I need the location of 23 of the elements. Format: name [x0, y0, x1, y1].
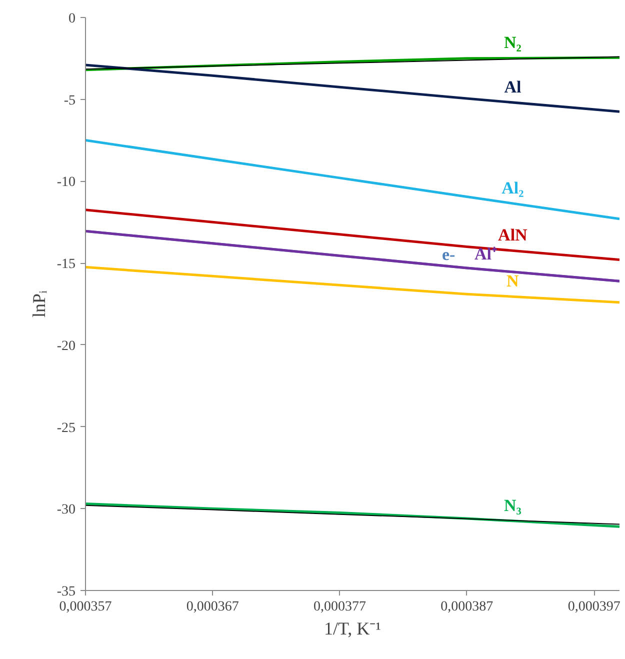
y-tick-label: -20 — [56, 338, 76, 354]
series-label: N₂ — [504, 33, 522, 52]
x-tick-label: 0,000377 — [314, 600, 366, 614]
series-label: Al⁺ — [474, 244, 498, 264]
y-axis-title: lnPᵢ — [28, 290, 49, 318]
series-label: N — [506, 272, 520, 291]
series-label: AlN — [498, 226, 528, 245]
x-tick-label: 0,000397 — [568, 600, 620, 614]
x-axis-title: 1/T, K⁻¹ — [324, 618, 382, 638]
y-tick-label: -5 — [64, 93, 76, 108]
series-label: e- — [442, 245, 456, 264]
series-label: Al₂ — [502, 178, 524, 198]
x-tick-label: 0,000387 — [440, 600, 494, 614]
series-label: N₃ — [504, 496, 522, 515]
y-tick-label: -10 — [56, 175, 76, 190]
x-tick-label: 0,000357 — [59, 600, 112, 614]
y-tick-label: -35 — [56, 584, 76, 600]
x-tick-label: 0,000367 — [186, 600, 239, 614]
y-tick-label: -15 — [56, 257, 76, 272]
y-tick-label: -25 — [56, 420, 76, 436]
y-tick-label: 0 — [68, 12, 76, 26]
series-label: Al — [504, 77, 522, 96]
y-tick-label: -30 — [56, 502, 76, 518]
